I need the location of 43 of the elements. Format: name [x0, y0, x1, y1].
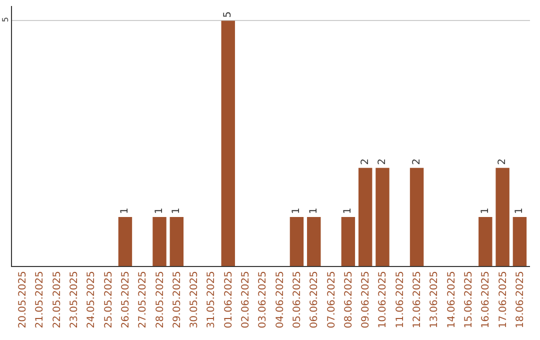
data-label: 1: [308, 208, 320, 214]
x-tick-label: 16.06.2025: [480, 271, 492, 328]
x-tick-label: 02.06.2025: [240, 271, 252, 328]
data-label: 2: [360, 158, 371, 165]
data-label: 1: [171, 208, 182, 214]
x-tick-label: 27.05.2025: [138, 271, 149, 328]
x-tick-label: 13.06.2025: [429, 271, 440, 328]
x-tick-label: 14.06.2025: [446, 271, 458, 328]
x-tick-label: 04.06.2025: [274, 271, 286, 328]
data-label: 1: [154, 208, 166, 214]
data-label: 2: [411, 158, 422, 165]
data-label: 1: [480, 208, 491, 214]
data-label: 5: [222, 11, 234, 18]
data-label: 1: [342, 208, 354, 214]
x-tick-label: 12.06.2025: [412, 271, 424, 328]
x-tick-label: 05.06.2025: [292, 271, 303, 328]
x-tick-label: 31.05.2025: [206, 271, 218, 328]
x-tick-label: 18.06.2025: [514, 271, 526, 328]
x-tick-label: 10.06.2025: [378, 271, 389, 328]
x-tick-label: 01.06.2025: [223, 271, 234, 328]
x-tick-label: 17.06.2025: [498, 271, 509, 328]
x-tick-label: 03.06.2025: [258, 271, 269, 328]
data-label: 1: [120, 208, 131, 214]
x-tick-label: 09.06.2025: [360, 271, 372, 328]
x-tick-label: 15.06.2025: [464, 271, 474, 328]
x-tick-label: 08.06.2025: [343, 271, 354, 328]
data-label: 2: [376, 158, 388, 165]
x-tick-label: 26.05.2025: [120, 271, 132, 328]
x-tick-label: 28.05.2025: [154, 271, 166, 328]
x-tick-label: 11.06.2025: [394, 271, 406, 328]
x-tick-label: 24.05.2025: [86, 271, 98, 328]
x-tick-label: 06.06.2025: [309, 271, 320, 328]
x-tick-label: 22.05.2025: [52, 271, 63, 328]
data-label: 2: [497, 158, 508, 165]
x-tick-label: 07.06.2025: [326, 271, 338, 328]
data-label: 1: [514, 208, 526, 214]
x-tick-label: 20.05.2025: [18, 271, 29, 328]
x-tick-label: 29.05.2025: [172, 271, 183, 328]
x-tick-label: 25.05.2025: [103, 271, 114, 328]
x-tick-label: 30.05.2025: [189, 271, 200, 328]
data-label: 1: [291, 208, 302, 214]
x-tick-label: 23.05.2025: [69, 271, 80, 328]
x-tick-label: 21.05.2025: [34, 271, 46, 328]
